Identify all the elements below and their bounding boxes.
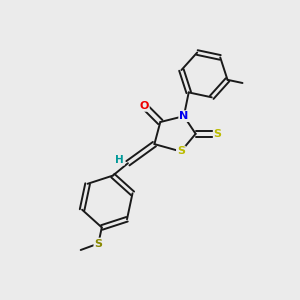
Text: N: N xyxy=(179,111,188,121)
Text: S: S xyxy=(177,146,185,157)
Text: S: S xyxy=(214,129,222,139)
Text: O: O xyxy=(140,101,149,111)
Text: S: S xyxy=(94,238,102,248)
Text: H: H xyxy=(115,155,124,165)
